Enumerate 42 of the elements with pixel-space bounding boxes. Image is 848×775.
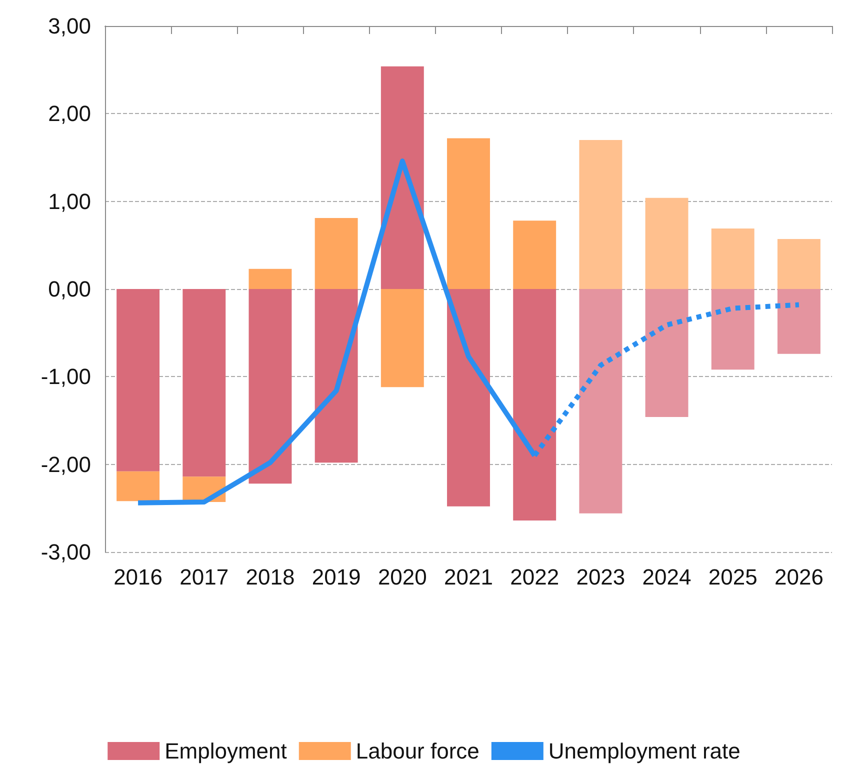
bar [711, 289, 754, 370]
x-tick-label: 2026 [774, 564, 824, 590]
bar [248, 289, 292, 484]
bar [314, 218, 358, 289]
bar [380, 289, 424, 388]
x-tick-label: 2025 [708, 564, 758, 590]
legend-label: Unemployment rate [548, 738, 740, 764]
bar [777, 289, 820, 354]
x-tick-label: 2024 [642, 564, 692, 590]
bar [645, 198, 688, 289]
bar [380, 66, 424, 289]
bar [711, 228, 754, 289]
bar [447, 138, 490, 289]
x-tick-label: 2018 [246, 564, 295, 590]
bar [579, 140, 622, 289]
x-tick-label: 2022 [510, 564, 560, 590]
bar [645, 289, 688, 417]
bar [116, 289, 160, 472]
y-tick-label: -1,00 [40, 364, 91, 390]
x-tick-label: 2016 [114, 564, 163, 590]
x-tick-label: 2019 [312, 564, 361, 590]
legend-label: Employment [164, 738, 287, 764]
bar [513, 289, 556, 520]
bar [248, 268, 292, 289]
bar [513, 220, 556, 289]
x-tick-label: 2020 [378, 564, 427, 590]
y-tick-label: 1,00 [48, 188, 91, 214]
bar [579, 289, 622, 514]
bar [314, 289, 358, 463]
legend-label: Labour force [356, 738, 480, 764]
x-tick-label: 2017 [180, 564, 229, 590]
y-tick-label: 3,00 [48, 14, 91, 38]
bar [182, 289, 226, 477]
bar [447, 289, 490, 506]
bar [116, 471, 160, 502]
y-tick-label: 2,00 [48, 101, 91, 126]
y-tick-label: -2,00 [40, 452, 91, 477]
x-tick-label: 2023 [576, 564, 626, 590]
y-tick-label: 0,00 [48, 276, 91, 302]
x-tick-label: 2021 [444, 564, 493, 590]
bar [777, 239, 820, 289]
y-tick-label: -3,00 [40, 540, 91, 564]
